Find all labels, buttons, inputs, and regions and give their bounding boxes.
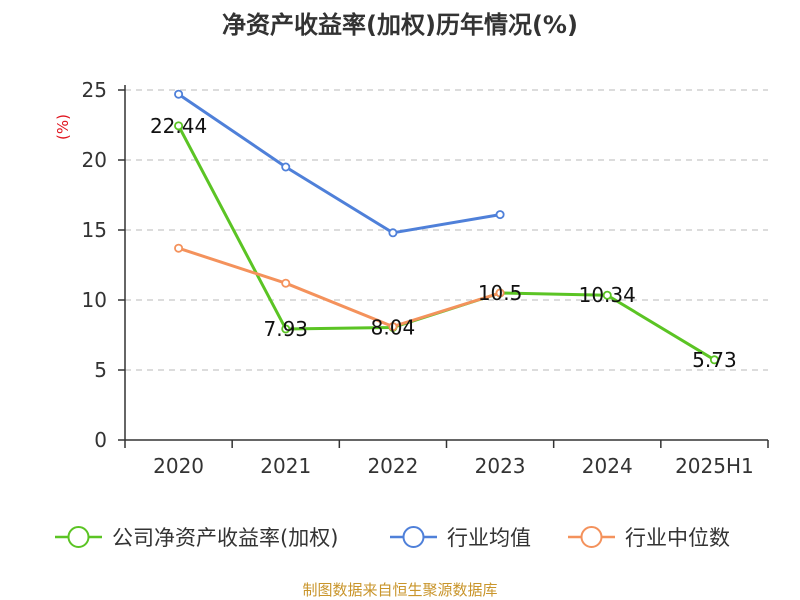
data-label: 10.34 [579,283,636,307]
data-label: 7.93 [263,317,308,341]
series-line [177,125,716,362]
data-label: 5.73 [692,348,737,372]
data-point [174,89,184,99]
y-axis-unit-label: (%) [54,114,72,140]
x-tick-label: 2021 [260,454,311,478]
x-tick-label: 2023 [475,454,526,478]
y-tick-label: 20 [82,148,107,172]
data-point [495,210,505,220]
y-tick-label: 5 [94,358,107,382]
data-label: 22.44 [150,114,207,138]
legend-label: 行业均值 [447,526,531,550]
data-point [281,278,291,288]
legend: 公司净资产收益率(加权) 行业均值 行业中位数 [55,526,730,550]
data-point [495,288,505,298]
series-1 [174,89,505,238]
legend-item-2: 行业中位数 [568,526,730,550]
series-0 [174,121,719,365]
series-line [177,92,501,235]
data-point [174,243,184,253]
legend-label: 公司净资产收益率(加权) [112,526,338,550]
series-2 [174,243,505,332]
axes: 0 5 10 15 20 25 2020 2021 2022 2023 2024 2025H1 [82,78,769,478]
x-tick-label: 2020 [153,454,204,478]
x-tick-label: 2022 [367,454,418,478]
x-tick-label: 2024 [582,454,633,478]
series-lines [174,89,719,365]
legend-item-0: 公司净资产收益率(加权) [55,526,338,550]
y-tick-label: 15 [82,218,107,242]
legend-swatch-circle [402,526,425,548]
data-point [174,121,184,131]
data-point [388,228,398,238]
data-point [281,162,291,172]
data-point [281,324,291,334]
legend-swatch-circle [67,526,90,548]
chart-title: 净资产收益率(加权)历年情况(%) [222,11,578,39]
legend-swatch-circle [580,526,603,548]
x-tick-label: 2025H1 [675,454,754,478]
data-label: 8.04 [371,315,416,339]
data-label: 10.5 [478,281,523,305]
series-line [178,246,501,329]
data-labels: 22.44 7.93 8.04 10.5 10.34 5.73 [150,114,737,372]
grid-lines [125,89,768,371]
legend-label: 行业中位数 [625,526,730,550]
data-point [602,290,612,300]
legend-item-1: 行业均值 [390,526,531,550]
y-tick-label: 0 [94,428,107,452]
y-tick-label: 25 [82,78,107,102]
source-note: 制图数据来自恒生聚源数据库 [302,581,497,599]
y-tick-label: 10 [82,288,107,312]
data-point [388,322,398,332]
data-point [709,355,719,365]
